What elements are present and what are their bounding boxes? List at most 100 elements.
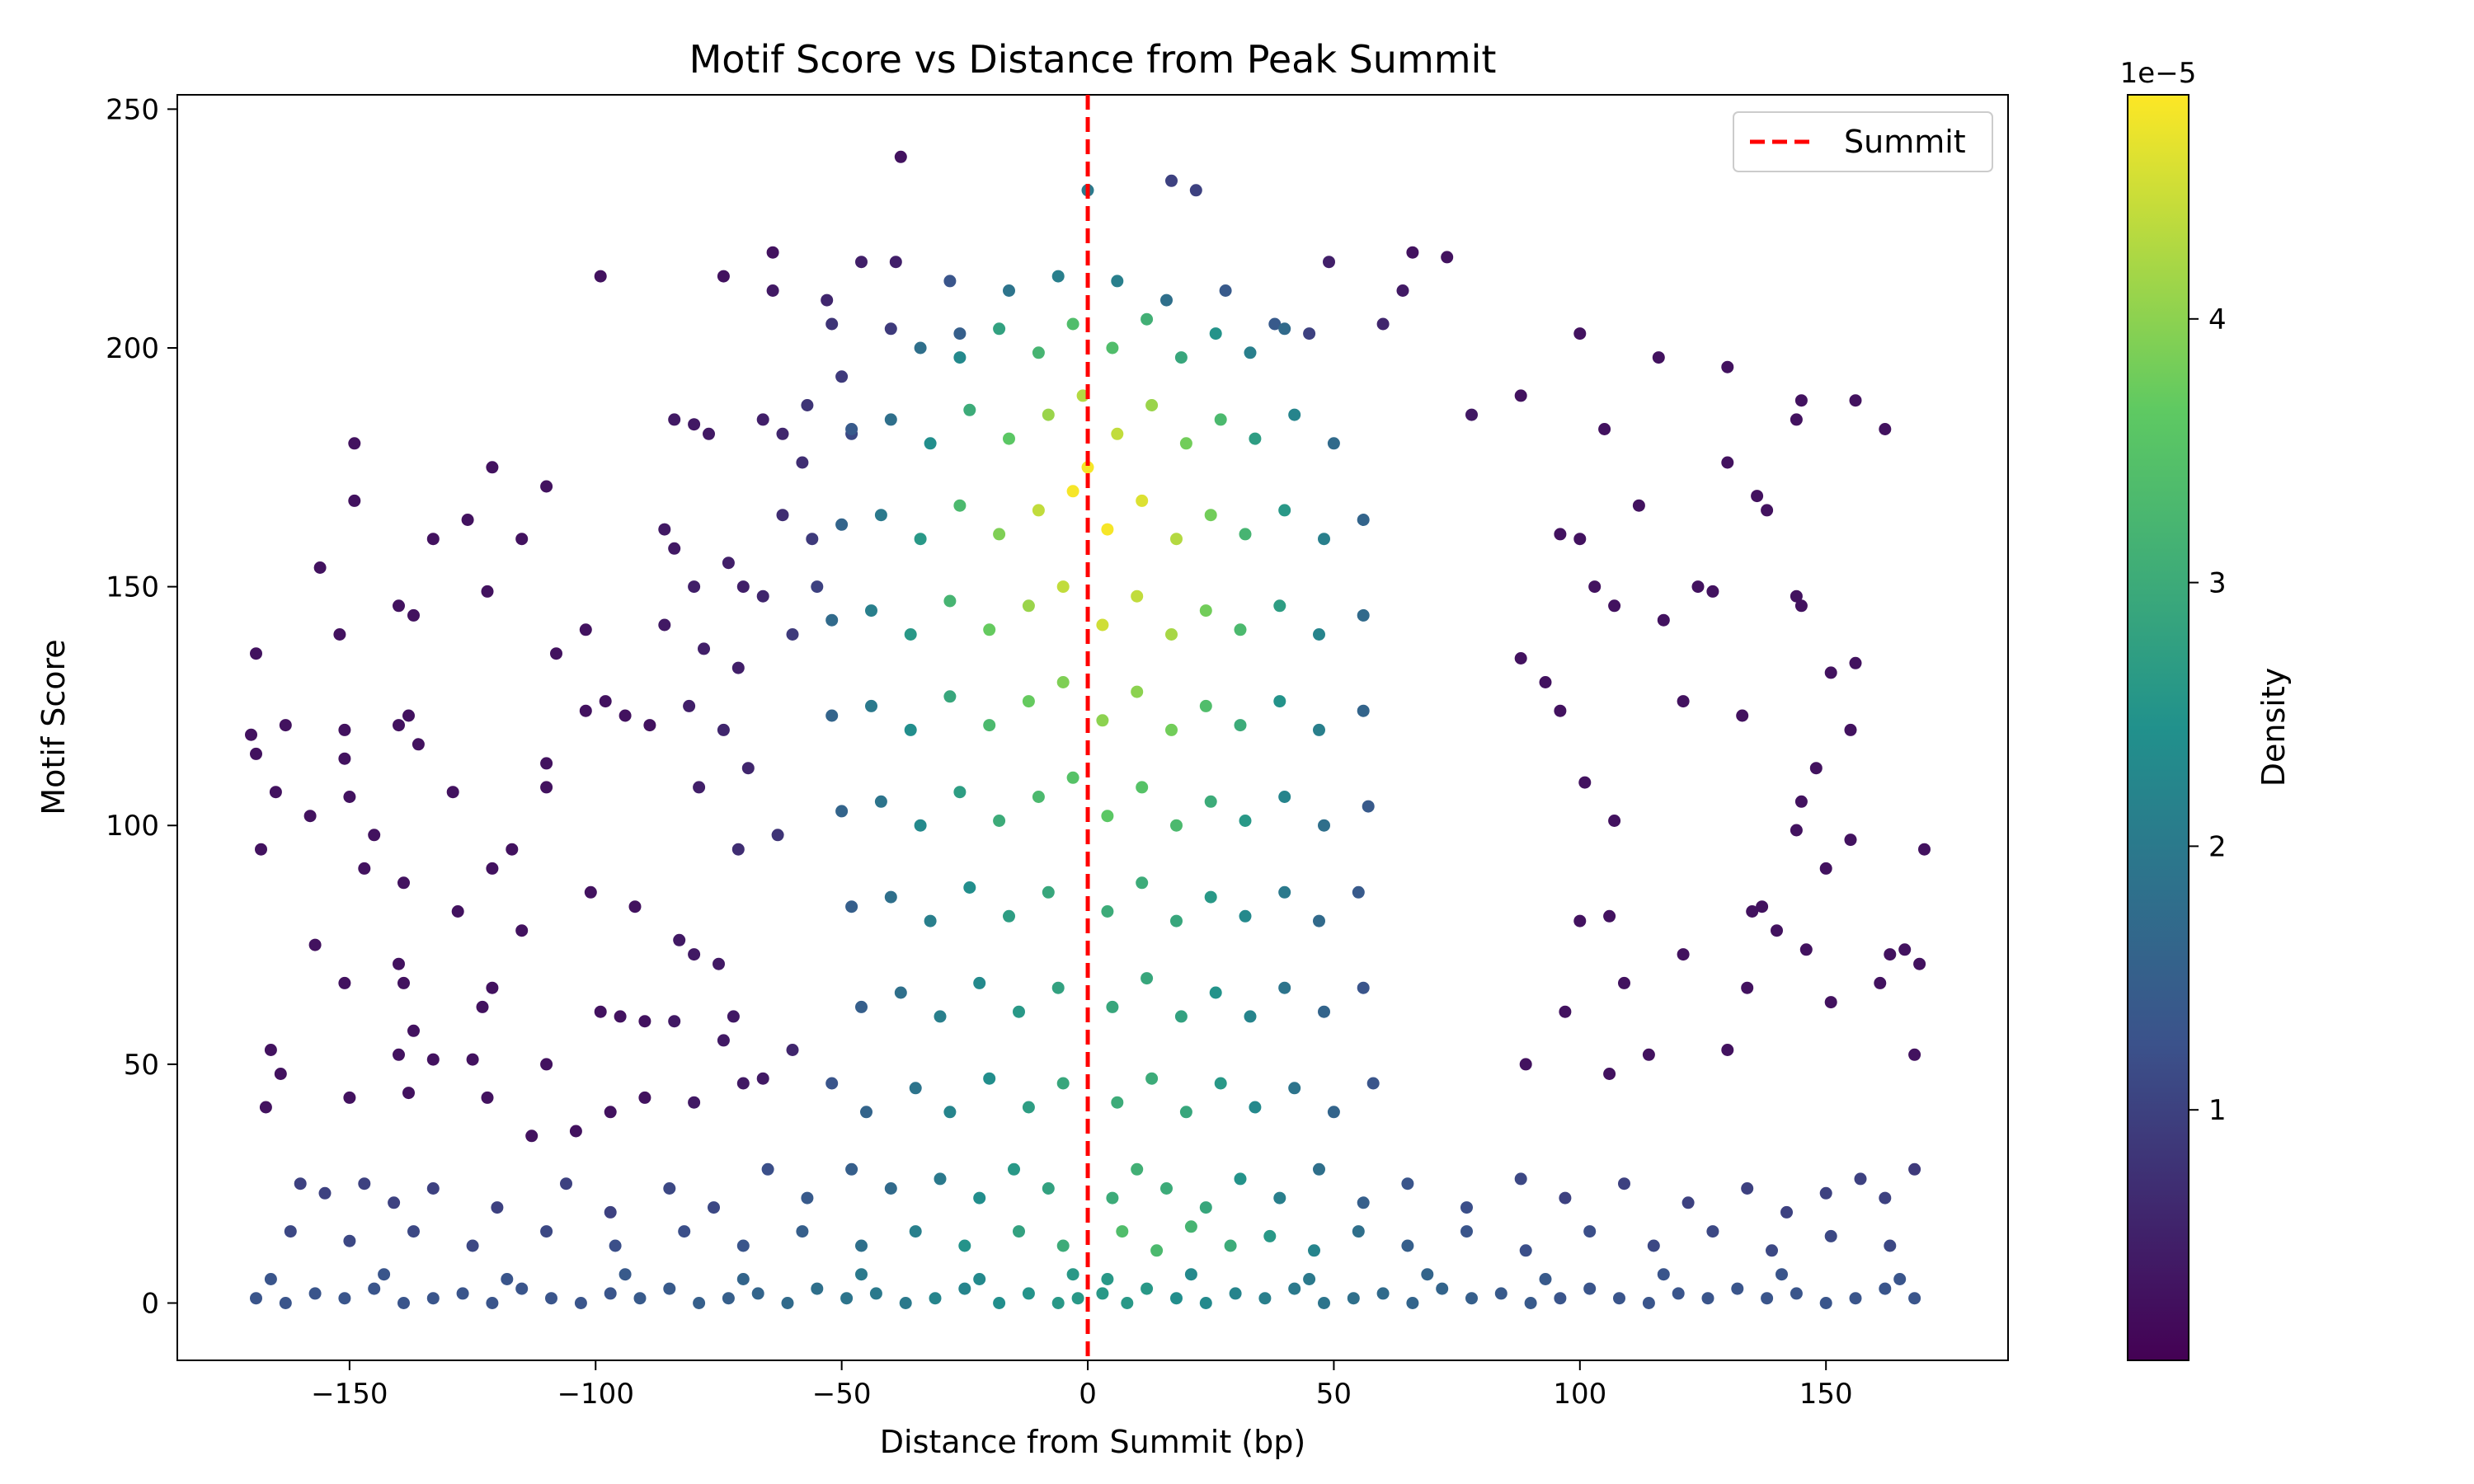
- scatter-point: [825, 709, 839, 722]
- scatter-point: [343, 791, 356, 803]
- scatter-point: [953, 499, 967, 512]
- scatter-point: [1677, 948, 1690, 961]
- scatter-point: [402, 1087, 415, 1100]
- scatter-point: [1539, 1273, 1552, 1285]
- scatter-point: [943, 690, 957, 703]
- scatter-point: [727, 1010, 740, 1023]
- scatter-point: [1234, 1172, 1247, 1186]
- scatter-point: [1313, 628, 1325, 641]
- scatter-point: [1051, 981, 1065, 994]
- scatter-point: [845, 423, 858, 435]
- scatter-point: [736, 580, 750, 594]
- scatter-point: [618, 709, 632, 722]
- scatter-point: [811, 580, 824, 594]
- scatter-point: [658, 618, 671, 632]
- scatter-point: [1170, 819, 1183, 832]
- scatter-point: [1884, 948, 1897, 961]
- scatter-point: [486, 862, 499, 875]
- scatter-point: [1677, 695, 1690, 708]
- scatter-point: [668, 413, 681, 426]
- scatter-point: [1323, 256, 1335, 269]
- scatter-point: [1214, 1077, 1227, 1090]
- scatter-point: [1141, 972, 1154, 985]
- scatter-point: [1559, 1191, 1572, 1205]
- scatter-point: [1559, 1005, 1572, 1018]
- scatter-point: [1209, 327, 1222, 340]
- scatter-point: [1736, 709, 1749, 722]
- scatter-point: [501, 1273, 514, 1285]
- scatter-point: [259, 1101, 272, 1114]
- scatter-point: [713, 957, 725, 970]
- scatter-point: [1790, 413, 1803, 426]
- scatter-point: [1229, 1287, 1242, 1300]
- scatter-point: [914, 819, 927, 832]
- scatter-point: [1239, 909, 1252, 923]
- scatter-point: [1145, 1072, 1159, 1085]
- scatter-point: [1056, 1077, 1070, 1090]
- scatter-point: [983, 1072, 996, 1085]
- scatter-point: [717, 270, 730, 283]
- scatter-point: [407, 1225, 420, 1238]
- y-tick-label: 200: [106, 332, 159, 365]
- scatter-point: [579, 623, 592, 636]
- scatter-point: [1918, 843, 1931, 856]
- scatter-point: [806, 533, 819, 546]
- y-tick-label: 100: [106, 810, 159, 843]
- scatter-point: [1066, 771, 1079, 784]
- scatter-point: [781, 1297, 794, 1309]
- scatter-point: [924, 914, 937, 928]
- scatter-point: [1165, 723, 1178, 736]
- scatter-point: [308, 1287, 322, 1300]
- scatter-point: [1761, 504, 1774, 517]
- scatter-point: [569, 1125, 582, 1138]
- scatter-point: [1313, 914, 1325, 928]
- scatter-point: [1672, 1287, 1685, 1300]
- scatter-point: [1746, 905, 1759, 918]
- scatter-point: [540, 1225, 553, 1238]
- scatter-point: [1603, 909, 1616, 923]
- scatter-point: [756, 413, 769, 426]
- scatter-point: [1258, 1292, 1272, 1305]
- x-tick-label: 0: [1079, 1378, 1097, 1411]
- scatter-point: [1819, 1186, 1832, 1200]
- scatter-point: [245, 728, 257, 741]
- scatter-point: [776, 509, 789, 522]
- scatter-point: [1681, 1196, 1695, 1209]
- scatter-point: [506, 843, 519, 856]
- scatter-point: [688, 948, 701, 961]
- scatter-point: [693, 781, 706, 794]
- scatter-point: [412, 738, 425, 751]
- scatter-point: [1141, 312, 1154, 326]
- scatter-point: [638, 1015, 651, 1028]
- scatter-point: [1209, 986, 1222, 999]
- scatter-point: [338, 1292, 351, 1305]
- scatter-point: [397, 1297, 410, 1309]
- scatter-point: [1239, 815, 1252, 827]
- scatter-point: [486, 1297, 499, 1309]
- scatter-point: [1583, 1225, 1597, 1238]
- scatter-point: [1219, 284, 1232, 297]
- scatter-point: [426, 1053, 440, 1066]
- scatter-point: [1794, 795, 1808, 808]
- scatter-point: [397, 976, 410, 989]
- scatter-point: [845, 1162, 858, 1176]
- scatter-point: [766, 246, 779, 259]
- scatter-point: [1794, 394, 1808, 407]
- scatter-point: [904, 723, 917, 736]
- scatter-point: [284, 1225, 297, 1238]
- scatter-point: [1824, 1229, 1837, 1242]
- scatter-point: [1401, 1177, 1414, 1190]
- scatter-point: [722, 1292, 735, 1305]
- scatter-point: [934, 1010, 947, 1023]
- scatter-point: [1308, 1244, 1320, 1257]
- scatter-point: [1327, 437, 1340, 450]
- scatter-point: [343, 1091, 356, 1104]
- scatter-point: [1632, 499, 1645, 512]
- scatter-point: [1465, 1292, 1478, 1305]
- scatter-point: [929, 1292, 942, 1305]
- scatter-point: [786, 1044, 799, 1056]
- scatter-point: [741, 762, 755, 775]
- scatter-point: [358, 1177, 371, 1190]
- scatter-point: [958, 1282, 971, 1295]
- scatter-point: [845, 900, 858, 913]
